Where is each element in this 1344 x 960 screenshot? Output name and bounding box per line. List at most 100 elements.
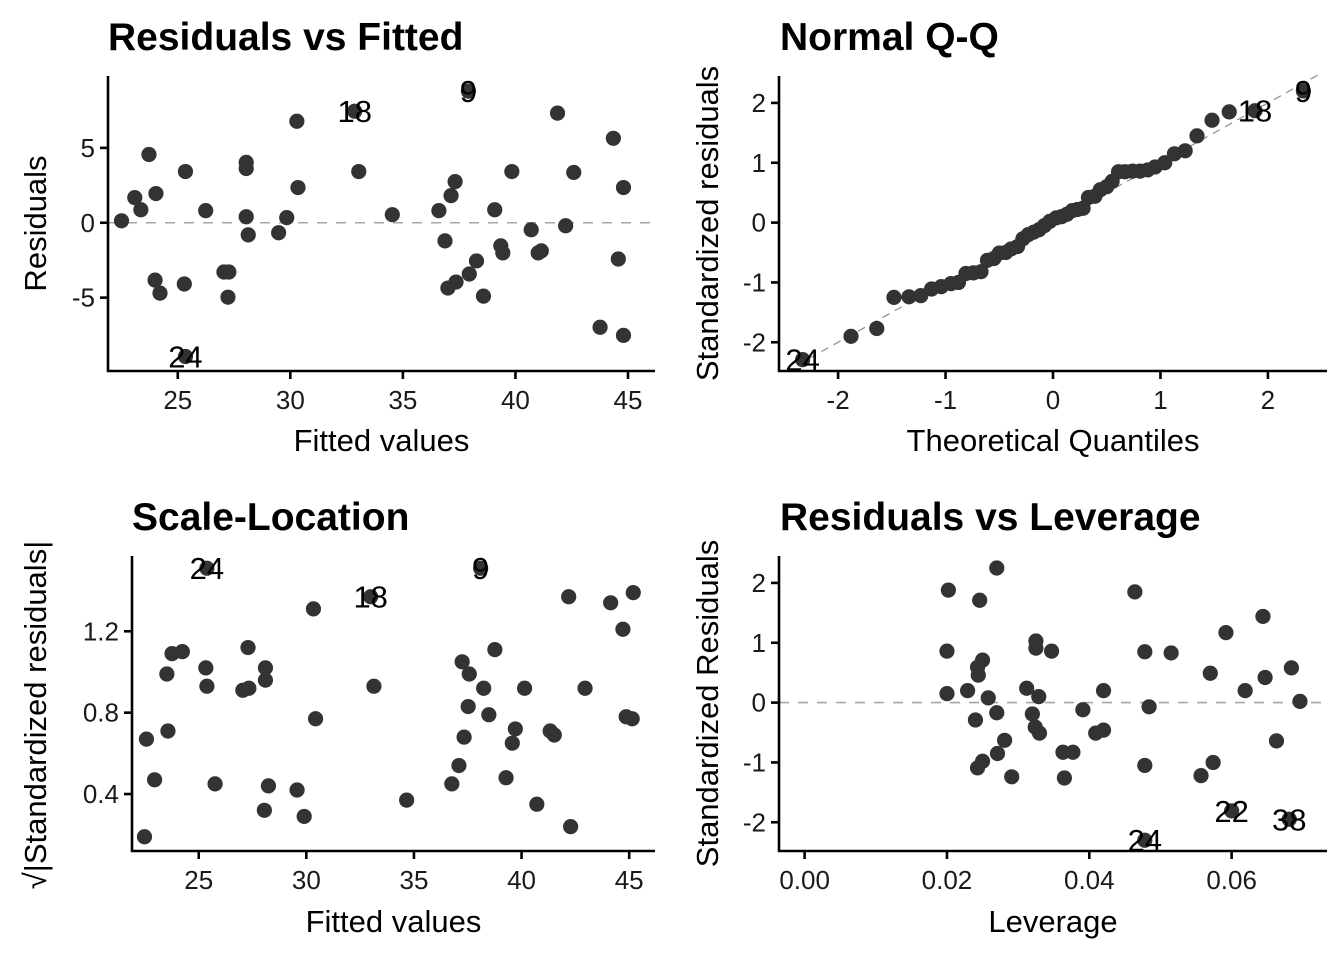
point-label-24: 24 (190, 551, 224, 586)
data-point (1257, 669, 1273, 686)
y-tick-label: 1 (752, 148, 766, 178)
data-point (1019, 680, 1035, 696)
x-tick-label: 40 (501, 385, 530, 415)
data-point (448, 274, 464, 290)
data-point (366, 678, 382, 694)
data-point (615, 621, 631, 637)
data-point (549, 105, 566, 121)
data-point (468, 253, 485, 269)
data-point (566, 164, 582, 181)
data-point (939, 686, 955, 702)
data-point (138, 731, 155, 747)
data-point (1065, 744, 1081, 760)
data-point (461, 266, 477, 282)
data-point (1137, 832, 1153, 848)
data-point (148, 185, 164, 202)
data-point (1031, 689, 1047, 705)
data-point (504, 735, 520, 751)
x-tick-label: 45 (614, 385, 643, 415)
data-point (529, 796, 545, 812)
y-tick-label: -1 (743, 747, 766, 777)
data-point (901, 289, 917, 305)
data-point (605, 130, 621, 146)
data-point (1157, 155, 1173, 171)
data-point (1292, 693, 1308, 710)
point-label-9: 9 (472, 551, 489, 586)
data-point (523, 222, 539, 238)
data-point (141, 146, 157, 163)
data-point (473, 560, 489, 576)
y-tick-label: 0 (752, 688, 766, 718)
data-point (940, 582, 956, 598)
data-point (1127, 584, 1143, 600)
data-point (967, 712, 984, 728)
data-point (240, 227, 256, 243)
data-point (238, 160, 254, 177)
data-point (289, 113, 305, 129)
data-point (136, 829, 153, 845)
panel-title: Scale-Location (132, 496, 409, 539)
data-point (127, 189, 143, 206)
data-point (592, 319, 608, 335)
scale-location-panel: Scale-Location 25 30 35 40 45 0.4 0.8 1.2 Fitted … (18, 496, 655, 939)
data-point (1218, 624, 1234, 641)
point-label-24: 24 (168, 339, 202, 374)
x-tick-label: 25 (163, 385, 192, 415)
data-point (460, 698, 476, 715)
x-tick-label: 0.02 (922, 865, 973, 895)
data-point (843, 328, 859, 344)
y-tick-label: 1.2 (83, 616, 119, 646)
y-axis-label: Residuals (18, 155, 53, 291)
data-point (1043, 643, 1060, 659)
x-tick-label: 0.00 (779, 865, 830, 895)
y-tick-label: -2 (743, 807, 766, 837)
y-tick-label: 2 (752, 88, 766, 118)
data-point (147, 272, 163, 288)
data-point (603, 595, 619, 611)
x-axis-label: Theoretical Quantiles (907, 423, 1200, 458)
data-point (481, 707, 497, 723)
data-point (240, 639, 256, 656)
data-point (989, 560, 1005, 576)
y-tick-label: 0.4 (83, 779, 119, 809)
data-point (1095, 722, 1112, 738)
y-tick-label: 5 (81, 133, 95, 163)
panel-title: Residuals vs Leverage (780, 496, 1201, 539)
data-point (199, 560, 215, 576)
data-point (174, 644, 190, 660)
y-axis-label: Standardized residuals (690, 66, 725, 381)
data-point (1268, 733, 1285, 749)
data-point (176, 276, 192, 292)
y-axis-label: √|Standardized residuals| (18, 541, 53, 889)
data-point (886, 289, 902, 305)
data-point (869, 320, 885, 337)
y-tick-label: 0.8 (83, 698, 119, 728)
point-label-24: 24 (785, 343, 819, 378)
x-tick-label: 25 (184, 865, 213, 895)
data-point (1224, 803, 1240, 819)
data-point (795, 352, 811, 368)
data-point (198, 660, 214, 676)
y-tick-label: 0 (752, 208, 766, 238)
data-point (305, 601, 322, 617)
data-point (495, 245, 511, 261)
y-tick-label: -1 (743, 267, 766, 297)
data-point (1056, 770, 1072, 786)
x-axis-label: Fitted values (294, 423, 470, 458)
data-point (989, 745, 1006, 762)
data-point (1281, 811, 1297, 827)
data-point (507, 721, 523, 737)
data-point (487, 202, 503, 218)
data-point (241, 680, 257, 696)
data-point (1075, 702, 1091, 718)
data-point (207, 776, 223, 792)
x-tick-label: 40 (507, 865, 536, 895)
x-tick-label: -2 (827, 385, 850, 415)
data-point (447, 173, 463, 190)
data-point (260, 778, 277, 794)
point-label-38: 38 (1272, 802, 1306, 837)
data-point (615, 327, 632, 343)
data-point (443, 188, 459, 204)
data-point (1137, 757, 1153, 774)
data-point (1237, 683, 1253, 699)
